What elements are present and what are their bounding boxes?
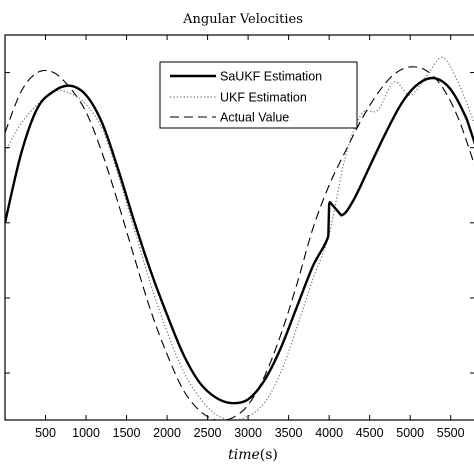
x-tick-label: 3500 <box>275 426 303 440</box>
x-axis-label-unit: (s) <box>260 447 278 463</box>
legend-label-ukf: UKF Estimation <box>220 91 307 105</box>
chart-title: Angular Velocities <box>182 12 303 27</box>
legend-label-actual: Actual Value <box>220 111 289 125</box>
x-axis-label-main: time <box>228 447 260 463</box>
series-line-solid <box>5 76 474 405</box>
x-tick-label: 4000 <box>315 426 343 440</box>
plot-area <box>5 56 474 420</box>
x-axis-label: time(s) <box>228 447 278 463</box>
axis-ticks: 500 1000 1500 2000 2500 3000 3500 4000 4500 5000 5… <box>5 35 474 440</box>
series-line-dotted <box>5 56 474 420</box>
legend-label-sauk: SaUKF Estimation <box>220 70 322 84</box>
x-tick-label: 3000 <box>234 426 262 440</box>
x-tick-label: 1000 <box>72 426 100 440</box>
series-lines <box>5 56 474 420</box>
x-tick-label: 5500 <box>437 426 465 440</box>
x-tick-label: 500 <box>35 426 56 440</box>
x-tick-label: 1500 <box>113 426 141 440</box>
plot-frame <box>4 34 474 421</box>
x-tick-label: 5000 <box>396 426 424 440</box>
x-tick-label: 4500 <box>356 426 384 440</box>
x-tick-label: 2000 <box>153 426 181 440</box>
legend: SaUKF Estimation UKF Estimation Actual V… <box>159 61 358 129</box>
x-tick-label: 2500 <box>194 426 222 440</box>
series-line-dashed <box>5 66 474 420</box>
